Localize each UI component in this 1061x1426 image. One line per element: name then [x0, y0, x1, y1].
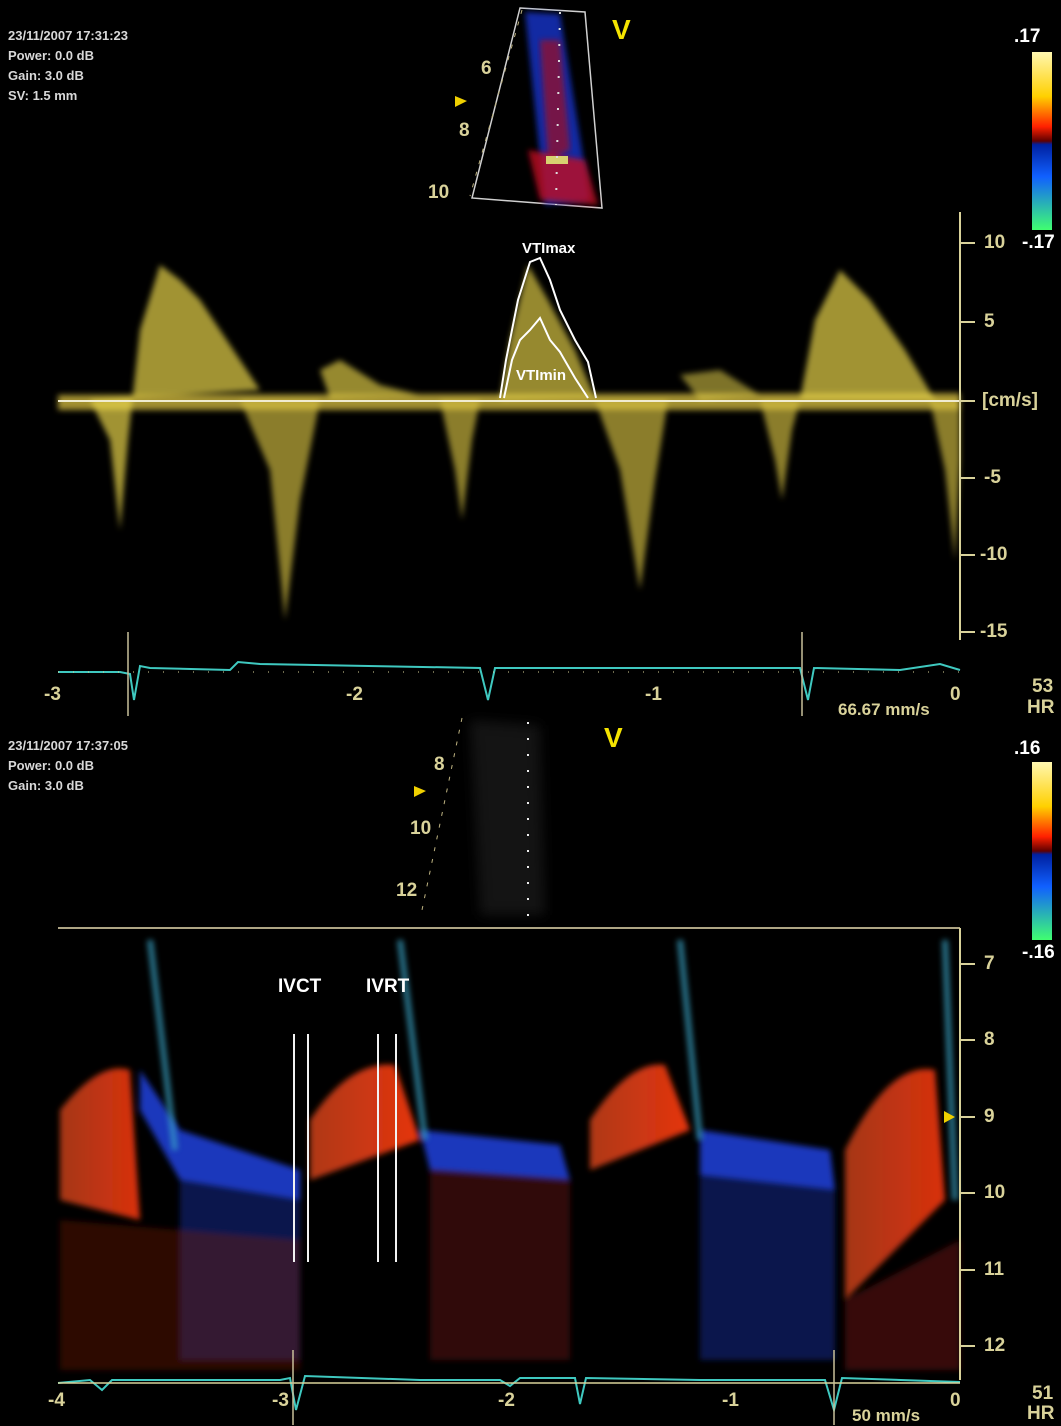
bottom-scale-max: .16: [1014, 738, 1041, 759]
top-velocity-tick-10: 10: [984, 232, 1006, 253]
bottom-time-tick-minus4: -4: [48, 1390, 65, 1411]
top-doppler-spectrum: [58, 265, 960, 620]
vti-max-trace: [499, 256, 597, 399]
bottom-hr-value: 51: [1032, 1383, 1054, 1404]
bottom-time-tick-minus2: -2: [498, 1390, 515, 1411]
ivct-label: IVCT: [278, 976, 322, 997]
top-scale-min: -.17: [1022, 232, 1055, 253]
vti-min-label: VTImin: [516, 367, 567, 384]
top-timestamp: 23/11/2007 17:31:23: [8, 28, 128, 43]
top-time-tick-minus1: -1: [645, 684, 662, 705]
bottom-time-tick-minus3: -3: [272, 1390, 289, 1411]
ivrt-label: IVRT: [366, 976, 410, 997]
bottom-depth-axis-tick-9: 9: [984, 1106, 995, 1127]
top-ecg-trace: [58, 660, 961, 701]
bottom-depth-tick-8: 8: [434, 754, 445, 775]
bottom-mmode-image: [60, 939, 960, 1370]
bottom-sector-image: [414, 717, 545, 918]
top-power: Power: 0.0 dB: [8, 48, 94, 63]
bottom-hr-label: HR: [1027, 1403, 1055, 1424]
top-view-label: V: [612, 14, 631, 45]
top-velocity-tick-minus10: -10: [980, 544, 1008, 565]
top-sv: SV: 1.5 mm: [8, 88, 78, 103]
top-time-tick-0: 0: [950, 684, 961, 705]
bottom-depth-axis-tick-8: 8: [984, 1029, 995, 1050]
bottom-depth-tick-10: 10: [410, 818, 432, 839]
bottom-scale-min: -.16: [1022, 942, 1055, 963]
bottom-depth-axis: [959, 928, 975, 1380]
top-velocity-tick-minus15: -15: [980, 621, 1008, 642]
top-scale-max: .17: [1014, 26, 1041, 47]
bottom-time-tick-minus1: -1: [722, 1390, 739, 1411]
bottom-power: Power: 0.0 dB: [8, 758, 94, 773]
top-velocity-tick-5: 5: [984, 311, 995, 332]
top-sweep-speed: 66.67 mm/s: [838, 700, 930, 719]
top-depth-tick-8: 8: [459, 120, 470, 141]
top-gain: Gain: 3.0 dB: [8, 68, 84, 83]
top-sector-image: [455, 7, 603, 209]
bottom-depth-axis-tick-7: 7: [984, 953, 995, 974]
bottom-view-label: V: [604, 722, 623, 753]
bottom-depth-tick-12: 12: [396, 880, 418, 901]
bottom-timestamp: 23/11/2007 17:37:05: [8, 738, 128, 753]
top-hr-label: HR: [1027, 697, 1055, 718]
bottom-color-bar: [1032, 762, 1052, 940]
top-time-tick-minus2: -2: [346, 684, 363, 705]
bottom-info-block: 23/11/2007 17:37:05 Power: 0.0 dB Gain: …: [8, 0, 128, 793]
top-velocity-axis: [959, 212, 975, 640]
bottom-depth-marker: [944, 1111, 955, 1123]
bottom-depth-axis-tick-11: 11: [984, 1259, 1005, 1280]
vti-min-trace: [503, 316, 589, 399]
top-hr-value: 53: [1032, 676, 1054, 697]
top-velocity-tick-minus5: -5: [984, 467, 1001, 488]
bottom-time-tick-0: 0: [950, 1390, 961, 1411]
top-color-bar: [1032, 52, 1052, 230]
bottom-sweep-speed: 50 mm/s: [852, 1406, 921, 1425]
top-depth-tick-6: 6: [481, 58, 492, 79]
bottom-depth-axis-tick-10: 10: [984, 1182, 1006, 1203]
top-info-block: 23/11/2007 17:31:23 Power: 0.0 dB Gain: …: [8, 0, 128, 103]
bottom-depth-axis-tick-12: 12: [984, 1335, 1006, 1356]
top-time-tick-minus3: -3: [44, 684, 61, 705]
top-depth-tick-10: 10: [428, 182, 450, 203]
vti-max-label: VTImax: [522, 240, 576, 257]
top-velocity-unit: [cm/s]: [982, 390, 1038, 411]
bottom-gain: Gain: 3.0 dB: [8, 778, 84, 793]
